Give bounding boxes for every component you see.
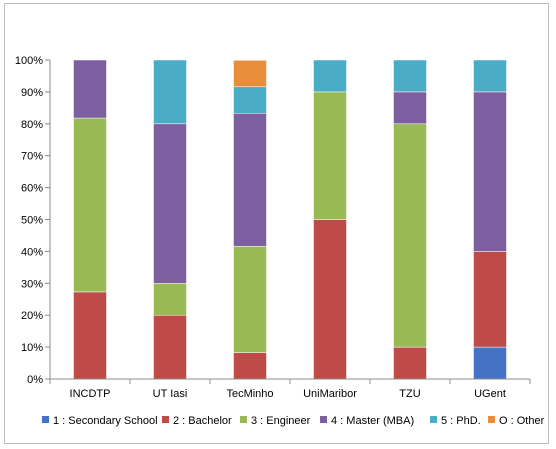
bar-segment: [153, 59, 187, 125]
y-tick-label: 80%: [21, 119, 43, 131]
bar-segment: [233, 86, 267, 114]
x-tick-label: TZU: [399, 388, 420, 400]
y-tick-label: 30%: [21, 278, 43, 290]
bar-segment: [313, 219, 347, 380]
legend-label: 5 : PhD.: [441, 415, 481, 427]
legend-label: O : Other: [499, 415, 545, 427]
legend-swatch: [430, 416, 437, 423]
y-tick-label: 40%: [21, 246, 43, 258]
bar-segment: [473, 91, 507, 252]
bar-segment: [73, 291, 107, 380]
bar-segment: [393, 346, 427, 380]
bar-segment: [473, 251, 507, 348]
bar-segment: [473, 59, 507, 93]
bar-segment: [313, 91, 347, 220]
x-axis: INCDTP UT Iasi TecMinho UniMaribor TZU UGent: [49, 378, 531, 400]
bar-segment: [233, 60, 267, 88]
x-tick-label: UniMaribor: [303, 388, 357, 400]
bar-segment: [473, 346, 507, 380]
legend: 1 : Secondary School 2 : Bachelor 3 : Engi…: [42, 415, 545, 427]
legend-swatch: [162, 416, 169, 423]
bar-segment: [393, 91, 427, 125]
bar-segment: [393, 59, 427, 93]
legend-label: 2 : Bachelor: [173, 415, 232, 427]
bars: [73, 59, 507, 380]
y-tick-label: 70%: [21, 151, 43, 163]
legend-swatch: [240, 416, 247, 423]
legend-swatch: [320, 416, 327, 423]
x-tick-label: INCDTP: [70, 388, 111, 400]
bar-segment: [233, 113, 267, 247]
bar-segment: [393, 123, 427, 348]
bar-segment: [153, 314, 187, 380]
y-tick-label: 100%: [15, 55, 43, 67]
y-tick-label: 60%: [21, 183, 43, 195]
bar-segment: [233, 246, 267, 353]
x-tick-label: TecMinho: [226, 388, 273, 400]
y-axis: 0% 10% 20% 30% 40% 50% 60% 70% 80% 90% 100%: [15, 55, 51, 386]
y-tick-label: 20%: [21, 310, 43, 322]
bar-segment: [153, 283, 187, 316]
x-tick-label: UGent: [474, 388, 506, 400]
legend-label: 4 : Master (MBA): [331, 415, 414, 427]
x-tick-label: UT Iasi: [153, 388, 188, 400]
y-tick-label: 50%: [21, 215, 43, 227]
legend-swatch: [488, 416, 495, 423]
y-tick-label: 0%: [27, 374, 43, 386]
legend-swatch: [42, 416, 49, 423]
y-tick-label: 90%: [21, 87, 43, 99]
legend-label: 3 : Engineer: [251, 415, 311, 427]
legend-label: 1 : Secondary School: [53, 415, 158, 427]
y-tick-label: 10%: [21, 342, 43, 354]
bar-segment: [153, 123, 187, 284]
bar-segment: [73, 59, 107, 119]
bar-segment: [313, 59, 347, 93]
bar-segment: [233, 352, 267, 380]
bar-segment: [73, 117, 107, 293]
